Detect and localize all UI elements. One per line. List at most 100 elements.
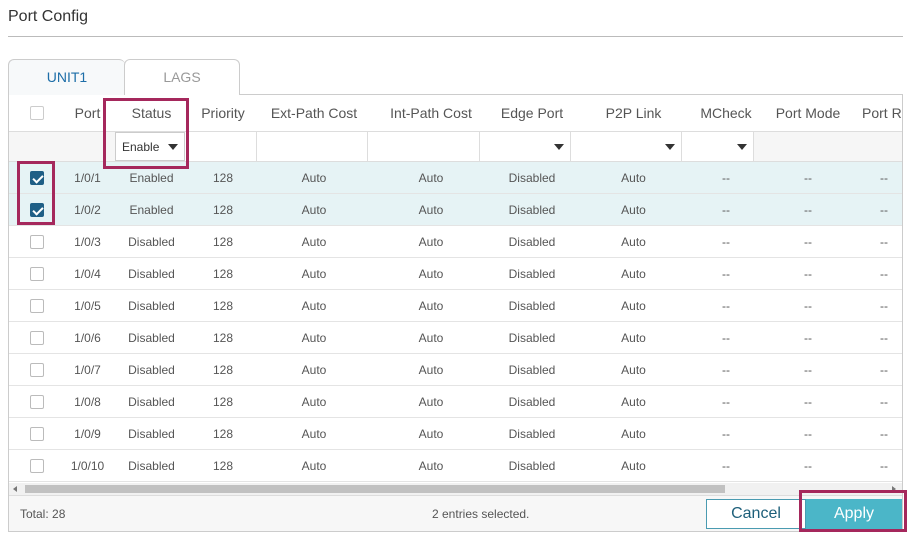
cell-port-mode: -- bbox=[804, 170, 812, 185]
table-row[interactable]: 1/0/9 Disabled 128 Auto Auto Disabled Auto -- --… bbox=[9, 418, 902, 450]
cell-edge-port: Disabled bbox=[508, 362, 556, 377]
row-checkbox[interactable] bbox=[30, 330, 44, 345]
cell-int-path-cost: Auto bbox=[418, 458, 444, 473]
cancel-button[interactable]: Cancel bbox=[706, 499, 806, 529]
cell-port: 1/0/4 bbox=[74, 266, 101, 281]
row-select-cell[interactable] bbox=[9, 322, 65, 353]
cell-port-role: -- bbox=[880, 362, 888, 377]
row-checkbox[interactable] bbox=[30, 426, 44, 441]
cell-int-path-cost: Auto bbox=[418, 426, 444, 441]
table-row[interactable]: 1/0/5 Disabled 128 Auto Auto Disabled Auto -- --… bbox=[9, 290, 902, 322]
cell-priority: 128 bbox=[212, 362, 234, 377]
header-int-path-cost: Int-Path Cost bbox=[390, 105, 472, 121]
cell-edge-port: Disabled bbox=[508, 426, 556, 441]
cell-ext-path-cost: Auto bbox=[301, 362, 327, 377]
row-select-cell[interactable] bbox=[9, 162, 65, 193]
row-checkbox[interactable] bbox=[30, 234, 44, 249]
int-path-cost-input[interactable] bbox=[368, 132, 480, 161]
cell-port: 1/0/2 bbox=[74, 202, 101, 217]
cell-port: 1/0/5 bbox=[74, 298, 101, 313]
row-checkbox[interactable] bbox=[30, 362, 44, 377]
cell-port-role: -- bbox=[880, 298, 888, 313]
cell-status: Disabled bbox=[128, 330, 175, 345]
p2p-link-select[interactable] bbox=[571, 132, 682, 161]
tab-unit1[interactable]: UNIT1 bbox=[8, 59, 125, 95]
row-select-cell[interactable] bbox=[9, 290, 65, 321]
total-count: Total: 28 bbox=[20, 507, 66, 521]
cell-port: 1/0/8 bbox=[74, 394, 101, 409]
cell-status: Disabled bbox=[128, 458, 175, 473]
header-select-all[interactable] bbox=[9, 94, 65, 132]
cell-int-path-cost: Auto bbox=[418, 394, 444, 409]
apply-button[interactable]: Apply bbox=[806, 499, 902, 529]
row-checkbox[interactable] bbox=[30, 458, 44, 473]
cell-int-path-cost: Auto bbox=[418, 170, 444, 185]
cell-ext-path-cost: Auto bbox=[301, 298, 327, 313]
port-config-panel: Port Status Priority Ext-Path Cost Int-P… bbox=[8, 94, 903, 532]
row-select-cell[interactable] bbox=[9, 450, 65, 481]
cell-ext-path-cost: Auto bbox=[301, 170, 327, 185]
row-select-cell[interactable] bbox=[9, 418, 65, 449]
table-row[interactable]: 1/0/4 Disabled 128 Auto Auto Disabled Auto -- --… bbox=[9, 258, 902, 290]
cell-edge-port: Disabled bbox=[508, 394, 556, 409]
tab-divider bbox=[240, 94, 903, 95]
cell-status: Disabled bbox=[128, 426, 175, 441]
row-checkbox[interactable] bbox=[30, 202, 44, 217]
row-select-cell[interactable] bbox=[9, 354, 65, 385]
row-checkbox[interactable] bbox=[30, 266, 44, 281]
cell-status: Disabled bbox=[128, 362, 175, 377]
table-row[interactable]: 1/0/2 Enabled 128 Auto Auto Disabled Auto -- -- -… bbox=[9, 194, 902, 226]
cell-port-mode: -- bbox=[804, 202, 812, 217]
table-row[interactable]: 1/0/6 Disabled 128 Auto Auto Disabled Auto -- --… bbox=[9, 322, 902, 354]
cell-priority: 128 bbox=[212, 394, 234, 409]
cell-port: 1/0/10 bbox=[70, 458, 105, 473]
table-row[interactable]: 1/0/7 Disabled 128 Auto Auto Disabled Auto -- --… bbox=[9, 354, 902, 386]
scroll-left-icon[interactable] bbox=[13, 486, 17, 492]
cell-ext-path-cost: Auto bbox=[301, 426, 327, 441]
mcheck-select[interactable] bbox=[682, 132, 754, 161]
priority-input[interactable] bbox=[185, 132, 257, 161]
ext-path-cost-input[interactable] bbox=[257, 132, 368, 161]
cell-p2p-link: Auto bbox=[621, 234, 646, 249]
scroll-right-icon[interactable] bbox=[892, 486, 896, 492]
cell-port-role: -- bbox=[880, 330, 888, 345]
cell-p2p-link: Auto bbox=[621, 426, 646, 441]
row-checkbox[interactable] bbox=[30, 170, 44, 185]
cell-edge-port: Disabled bbox=[508, 330, 556, 345]
cell-edge-port: Disabled bbox=[508, 202, 556, 217]
row-select-cell[interactable] bbox=[9, 386, 65, 417]
cell-priority: 128 bbox=[212, 298, 234, 313]
port-table: Port Status Priority Ext-Path Cost Int-P… bbox=[9, 94, 902, 483]
tab-lags[interactable]: LAGS bbox=[124, 59, 240, 95]
cell-port-mode: -- bbox=[804, 330, 812, 345]
cell-port: 1/0/9 bbox=[74, 426, 101, 441]
row-select-cell[interactable] bbox=[9, 194, 65, 225]
table-row[interactable]: 1/0/1 Enabled 128 Auto Auto Disabled Auto -- -- -… bbox=[9, 162, 902, 194]
scrollbar-thumb[interactable] bbox=[25, 485, 725, 493]
cell-port-mode: -- bbox=[804, 266, 812, 281]
horizontal-scrollbar[interactable] bbox=[9, 483, 902, 495]
cell-p2p-link: Auto bbox=[621, 170, 646, 185]
row-select-cell[interactable] bbox=[9, 258, 65, 289]
cell-status: Disabled bbox=[128, 234, 175, 249]
edge-port-select[interactable] bbox=[480, 132, 571, 161]
cell-priority: 128 bbox=[212, 426, 234, 441]
cell-edge-port: Disabled bbox=[508, 266, 556, 281]
row-checkbox[interactable] bbox=[30, 394, 44, 409]
header-mcheck: MCheck bbox=[700, 105, 752, 121]
cell-port: 1/0/6 bbox=[74, 330, 101, 345]
status-select[interactable]: Enable bbox=[115, 132, 185, 161]
cell-p2p-link: Auto bbox=[621, 330, 646, 345]
status-select-value: Enable bbox=[122, 139, 160, 154]
select-all-checkbox[interactable] bbox=[30, 106, 44, 120]
table-row[interactable]: 1/0/10 Disabled 128 Auto Auto Disabled Auto -- -… bbox=[9, 450, 902, 482]
cell-port-role: -- bbox=[880, 426, 888, 441]
table-row[interactable]: 1/0/3 Disabled 128 Auto Auto Disabled Auto -- --… bbox=[9, 226, 902, 258]
cell-port-role: -- bbox=[880, 202, 888, 217]
table-row[interactable]: 1/0/8 Disabled 128 Auto Auto Disabled Auto -- --… bbox=[9, 386, 902, 418]
cell-edge-port: Disabled bbox=[508, 458, 556, 473]
row-select-cell[interactable] bbox=[9, 226, 65, 257]
cell-int-path-cost: Auto bbox=[418, 202, 444, 217]
cell-port-mode: -- bbox=[804, 298, 812, 313]
row-checkbox[interactable] bbox=[30, 298, 44, 313]
